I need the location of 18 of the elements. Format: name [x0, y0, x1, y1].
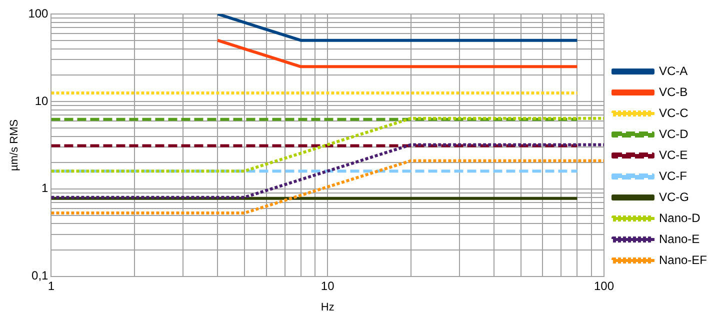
y-tick-label: 10	[34, 94, 49, 108]
x-tick-label: 100	[594, 278, 614, 293]
legend-label: Nano-D	[658, 210, 701, 225]
legend-label: VC-B	[658, 84, 688, 99]
legend-label: VC-D	[658, 126, 689, 141]
y-axis-title: µm/s RMS	[8, 119, 21, 171]
legend-label: Nano-EF	[658, 252, 708, 267]
legend-label: Nano-E	[658, 232, 700, 246]
y-tick-label: 1	[42, 181, 49, 196]
legend-label: VC-G	[658, 190, 689, 204]
x-tick-label: 10	[320, 278, 335, 293]
legend-label: VC-C	[658, 106, 689, 120]
y-tick-label: 100	[28, 6, 49, 20]
legend-label: VC-E	[658, 148, 688, 162]
legend-label: VC-F	[658, 168, 687, 183]
y-tick-label: 0,1	[32, 268, 49, 283]
legend-label: VC-A	[658, 64, 688, 78]
x-axis-title: Hz	[320, 301, 334, 314]
